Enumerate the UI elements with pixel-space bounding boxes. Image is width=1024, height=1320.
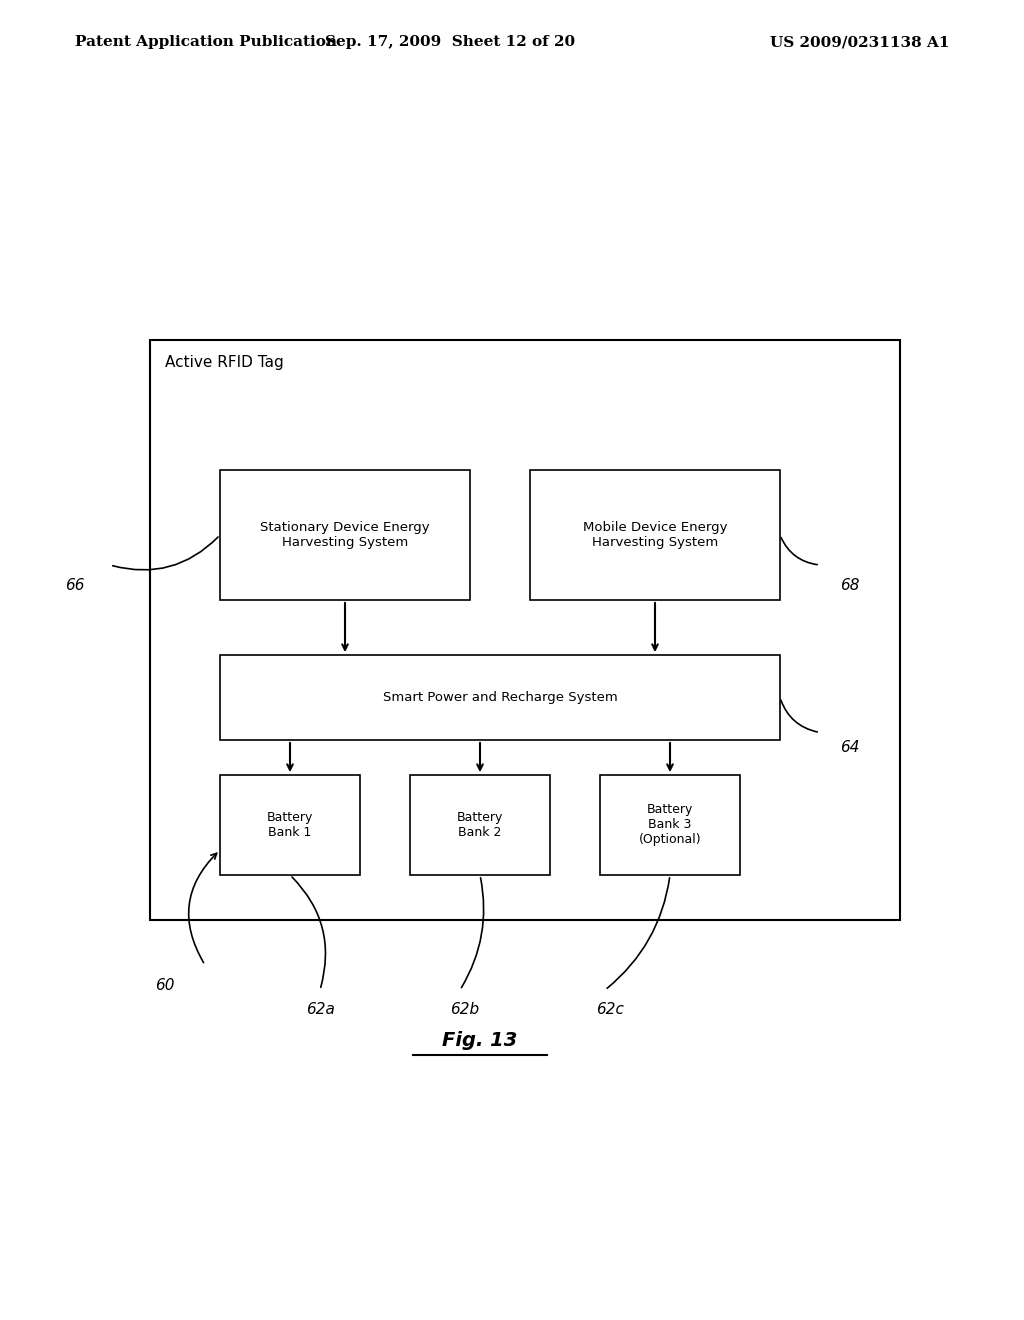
Text: 60: 60 [156,978,175,993]
Text: 64: 64 [841,741,860,755]
FancyBboxPatch shape [220,470,470,601]
Text: Active RFID Tag: Active RFID Tag [165,355,284,370]
Text: Fig. 13: Fig. 13 [442,1031,518,1049]
Text: 68: 68 [841,578,860,593]
Text: Patent Application Publication: Patent Application Publication [75,36,337,49]
Text: Battery
Bank 2: Battery Bank 2 [457,810,503,840]
Text: Smart Power and Recharge System: Smart Power and Recharge System [383,690,617,704]
FancyBboxPatch shape [410,775,550,875]
FancyBboxPatch shape [530,470,780,601]
Text: 62c: 62c [596,1002,624,1018]
Text: Battery
Bank 1: Battery Bank 1 [267,810,313,840]
FancyBboxPatch shape [150,341,900,920]
FancyBboxPatch shape [600,775,740,875]
Text: US 2009/0231138 A1: US 2009/0231138 A1 [770,36,950,49]
FancyBboxPatch shape [220,655,780,741]
FancyBboxPatch shape [220,775,360,875]
Text: Battery
Bank 3
(Optional): Battery Bank 3 (Optional) [639,804,701,846]
Text: 62a: 62a [305,1002,335,1018]
Text: 66: 66 [66,578,85,593]
Text: Mobile Device Energy
Harvesting System: Mobile Device Energy Harvesting System [583,521,727,549]
Text: Stationary Device Energy
Harvesting System: Stationary Device Energy Harvesting Syst… [260,521,430,549]
Text: 62b: 62b [451,1002,479,1018]
Text: Sep. 17, 2009  Sheet 12 of 20: Sep. 17, 2009 Sheet 12 of 20 [325,36,575,49]
